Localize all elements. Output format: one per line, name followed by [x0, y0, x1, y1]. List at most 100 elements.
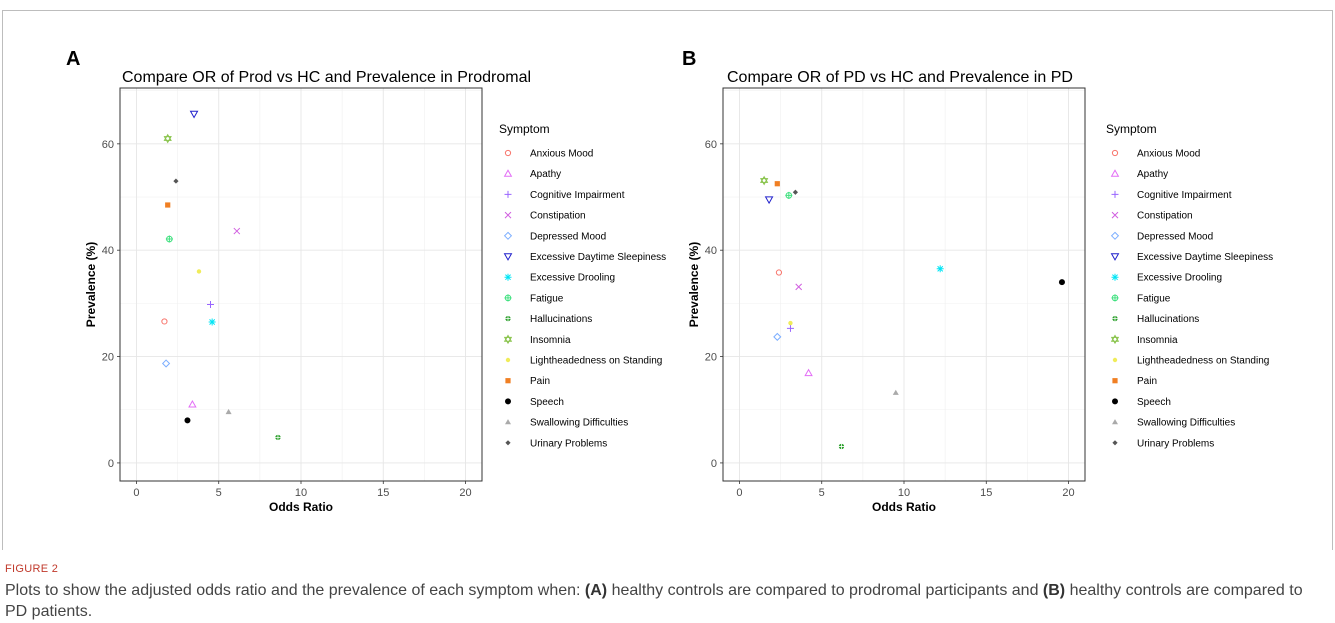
panel-a-x-tick-label: 15: [377, 487, 389, 499]
panel-b-legend-key: [1110, 334, 1120, 345]
panel-b-legend-label: Hallucinations: [1137, 314, 1199, 325]
panel-b-legend-label: Urinary Problems: [1137, 438, 1214, 449]
panel-b-point: [936, 265, 944, 273]
panel-b-x-axis-title: Odds Ratio: [872, 500, 936, 514]
panel-a-legend-label: Cognitive Impairment: [530, 190, 625, 201]
panel-a-point: [161, 359, 171, 368]
panel-b-y-tick-label: 40: [705, 245, 717, 257]
panel-a-legend-label: Excessive Drooling: [530, 273, 615, 284]
panel-b-legend-label: Pain: [1137, 376, 1157, 387]
panel-b-letter: B: [682, 48, 697, 70]
panel-b-point: [759, 175, 769, 186]
panel-a-y-tick-label: 60: [102, 139, 114, 151]
panel-b-title: Compare OR of PD vs HC and Prevalence in…: [727, 69, 1073, 86]
panel-a-legend-label: Lightheadedness on Standing: [530, 356, 662, 367]
panel-a-title: Compare OR of Prod vs HC and Prevalence …: [122, 69, 532, 86]
panel-a-legend-key: [503, 169, 513, 177]
panel-b-y-axis-title: Prevalence (%): [687, 242, 701, 327]
panel-a-legend-key: [504, 211, 512, 219]
panel-a-legend-key: [504, 149, 512, 157]
panel-b-point: [786, 324, 794, 332]
panel-b-point: [764, 196, 774, 205]
panel-a-legend-label: Fatigue: [530, 293, 564, 304]
panel-b-point: [774, 181, 780, 187]
panel-a-legend-key: [505, 357, 511, 363]
panel-b-legend-key: [1112, 419, 1118, 425]
panel-b-legend-key: [1112, 378, 1118, 384]
panel-a-legend-label: Anxious Mood: [530, 149, 593, 160]
panel-b-point: [838, 443, 845, 450]
panel-a-legend-label: Constipation: [530, 211, 586, 222]
panel-a-point: [189, 110, 199, 119]
panel-a-legend-label: Insomnia: [530, 335, 571, 346]
panel-b-legend-label: Swallowing Difficulties: [1137, 418, 1235, 429]
panel-a-legend-key: [504, 273, 512, 281]
panel-a-legend-key: [505, 378, 511, 384]
panel-a-point: [163, 133, 172, 144]
caption-part: (B): [1042, 582, 1066, 599]
panel-a-y-axis-title: Prevalence (%): [84, 242, 98, 327]
panel-b-point: [795, 283, 803, 291]
panel-b-legend-label: Apathy: [1137, 169, 1168, 180]
panel-b-x-tick-label: 20: [1062, 487, 1074, 499]
panel-a-x-tick-label: 10: [295, 487, 307, 499]
panel-a-legend-key: [505, 315, 511, 322]
panel-a-y-tick-label: 0: [108, 458, 114, 470]
panel-a-point: [165, 235, 173, 243]
panel-b-legend-key: [1111, 294, 1119, 302]
panel-b-point: [785, 191, 793, 199]
panel-b-legend-label: Cognitive Impairment: [1137, 190, 1232, 201]
panel-a-legend-label: Hallucinations: [530, 314, 592, 325]
panel-b-point: [773, 332, 782, 341]
panel-a-x-tick-label: 5: [216, 487, 222, 499]
panel-b-legend-label: Depressed Mood: [1137, 231, 1213, 242]
panel-a-legend-key: [503, 231, 513, 240]
panel-a-legend-label: Excessive Daytime Sleepiness: [530, 252, 666, 263]
panel-a-letter: A: [66, 48, 81, 70]
panel-b-x-tick-label: 15: [980, 487, 992, 499]
panel-a-legend-key: [504, 294, 512, 302]
figure-caption: Plots to show the adjusted odds ratio an…: [5, 580, 1325, 622]
panel-b-legend-key: [1112, 357, 1118, 363]
panel-b-legend-key: [1110, 169, 1120, 177]
panel-a-legend: [503, 149, 513, 446]
panel-b-points: [759, 175, 1065, 450]
panel-b-legend-key: [1111, 190, 1119, 198]
panel-b-x-tick-label: 10: [898, 487, 910, 499]
panel-a-legend-key: [503, 253, 513, 261]
panel-a-legend-label: Urinary Problems: [530, 438, 607, 449]
panel-a-legend-label: Depressed Mood: [530, 231, 606, 242]
panel-b-point: [775, 269, 783, 276]
panel-b-legend-label: Speech: [1137, 397, 1171, 408]
panel-b-y-tick-label: 20: [705, 352, 717, 364]
panel-a-point: [207, 300, 214, 308]
panel-a-legend-label: Speech: [530, 397, 564, 408]
panel-a-point: [188, 400, 197, 408]
scatter-plots: 0 5 10 15 20 0 20 40 60 Odds Ratio Prevalence (%) S…: [84, 87, 1273, 514]
panel-a-point: [173, 178, 179, 184]
panel-a-point: [161, 318, 168, 325]
panel-b-point: [788, 320, 793, 326]
caption-part: healthy controls are compared to PD pati…: [5, 582, 1303, 620]
panel-b-legend-key: [1110, 253, 1120, 261]
panel-b-legend-title: Symptom: [1106, 122, 1157, 136]
panel-b-legend-label: Fatigue: [1137, 293, 1171, 304]
panel-a-point: [208, 318, 216, 326]
panel-b-y-tick-label: 60: [705, 139, 717, 151]
panel-a-x-tick-label: 0: [133, 487, 139, 499]
panel-a-y-tick-label: 20: [102, 352, 114, 364]
panel-b-legend-key: [1112, 315, 1118, 322]
panel-a-point: [225, 408, 232, 415]
panel-b-legend-label: Anxious Mood: [1137, 149, 1200, 160]
panel-b-y-tick-label: 0: [711, 458, 717, 470]
caption-part: healthy controls are compared to prodrom…: [607, 582, 1043, 599]
panel-b-legend-key: [1110, 231, 1120, 240]
panel-a-legend-key: [505, 419, 511, 425]
figure-label: FIGURE 2: [5, 563, 59, 575]
panel-a-point: [196, 269, 202, 274]
panel-b-legend-key: [1112, 398, 1118, 405]
panel-a-legend-key: [503, 334, 513, 345]
panel-a-x-axis-title: Odds Ratio: [269, 500, 333, 514]
panel-a-x-tick-label: 20: [459, 487, 471, 499]
panel-b-legend-key: [1111, 273, 1119, 281]
